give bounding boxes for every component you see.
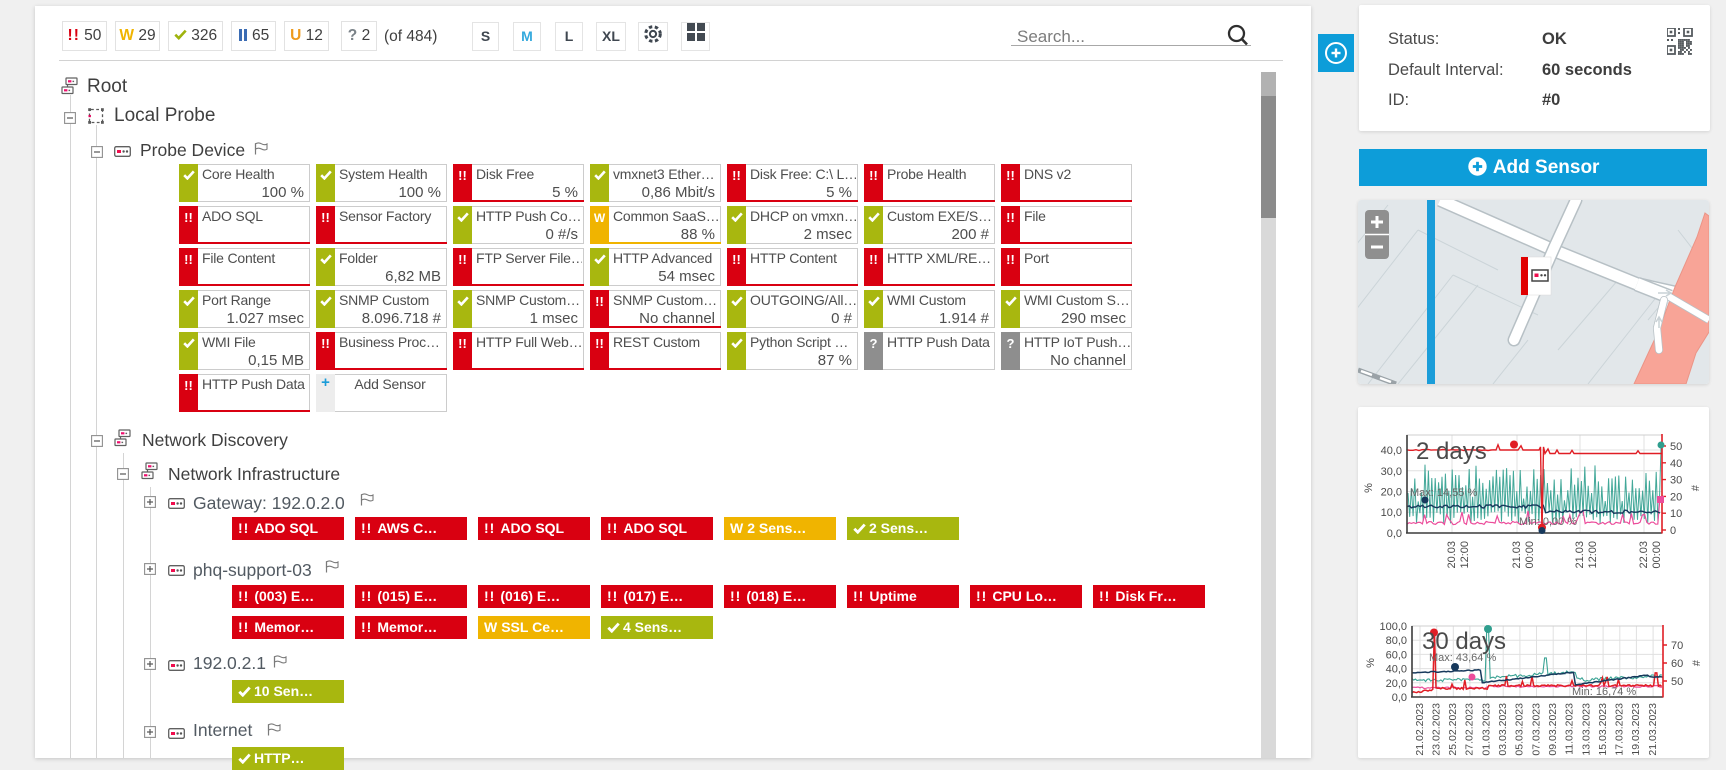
- svg-text:40: 40: [1670, 458, 1682, 470]
- svg-text:%: %: [1365, 658, 1377, 668]
- svg-text:20,0: 20,0: [1386, 678, 1407, 690]
- svg-text:20.03: 20.03: [1446, 541, 1458, 569]
- svg-text:2 days: 2 days: [1416, 438, 1487, 465]
- svg-text:30: 30: [1670, 475, 1682, 487]
- svg-text:70: 70: [1671, 640, 1683, 652]
- svg-text:03.03.2023: 03.03.2023: [1497, 703, 1509, 756]
- svg-text:15.03.2023: 15.03.2023: [1597, 703, 1609, 756]
- svg-text:#: #: [1690, 484, 1702, 491]
- svg-text:25.02.2023: 25.02.2023: [1447, 703, 1459, 756]
- svg-text:00:00: 00:00: [1524, 541, 1536, 569]
- svg-text:05.03.2023: 05.03.2023: [1514, 703, 1526, 756]
- svg-text:40,0: 40,0: [1386, 664, 1407, 676]
- svg-text:09.03.2023: 09.03.2023: [1547, 703, 1559, 756]
- svg-text:40,0: 40,0: [1381, 445, 1402, 457]
- svg-text:Max: 43,64 %: Max: 43,64 %: [1429, 652, 1496, 664]
- svg-text:27.02.2023: 27.02.2023: [1464, 703, 1476, 756]
- svg-text:50: 50: [1671, 676, 1683, 688]
- svg-text:21.03: 21.03: [1574, 541, 1586, 569]
- svg-text:21.03: 21.03: [1511, 541, 1523, 569]
- svg-text:01.03.2023: 01.03.2023: [1480, 703, 1492, 756]
- svg-text:30 days: 30 days: [1422, 628, 1506, 655]
- svg-text:Min: 0,00 %: Min: 0,00 %: [1519, 516, 1577, 528]
- svg-text:00:00: 00:00: [1651, 541, 1663, 569]
- svg-text:11.03.2023: 11.03.2023: [1564, 703, 1576, 755]
- svg-text:17.03.2023: 17.03.2023: [1614, 703, 1626, 756]
- svg-text:12:00: 12:00: [1587, 541, 1599, 569]
- svg-text:Max: 14,55 %: Max: 14,55 %: [1410, 487, 1477, 499]
- svg-text:13.03.2023: 13.03.2023: [1580, 703, 1592, 756]
- svg-text:100,0: 100,0: [1379, 621, 1407, 633]
- svg-text:22.03: 22.03: [1638, 541, 1650, 569]
- svg-text:21.03.2023: 21.03.2023: [1647, 703, 1659, 756]
- svg-text:07.03.2023: 07.03.2023: [1530, 703, 1542, 756]
- svg-text:20: 20: [1670, 491, 1682, 503]
- svg-text:0,0: 0,0: [1387, 528, 1402, 540]
- svg-text:#: #: [1691, 659, 1703, 666]
- svg-text:30,0: 30,0: [1381, 466, 1402, 478]
- svg-text:Min: 16,74 %: Min: 16,74 %: [1572, 686, 1636, 698]
- svg-text:80,0: 80,0: [1386, 635, 1407, 647]
- svg-text:60,0: 60,0: [1386, 649, 1407, 661]
- svg-text:0,0: 0,0: [1392, 692, 1407, 704]
- svg-text:12:00: 12:00: [1459, 541, 1471, 569]
- svg-text:0: 0: [1670, 525, 1676, 537]
- svg-text:19.03.2023: 19.03.2023: [1630, 703, 1642, 756]
- svg-text:50: 50: [1670, 441, 1682, 453]
- svg-text:21.02.2023: 21.02.2023: [1414, 703, 1426, 756]
- svg-text:60: 60: [1671, 658, 1683, 670]
- svg-text:23.02.2023: 23.02.2023: [1430, 703, 1442, 756]
- svg-text:10: 10: [1670, 508, 1682, 520]
- svg-text:10,0: 10,0: [1381, 507, 1402, 519]
- svg-text:20,0: 20,0: [1381, 487, 1402, 499]
- svg-text:%: %: [1363, 483, 1375, 493]
